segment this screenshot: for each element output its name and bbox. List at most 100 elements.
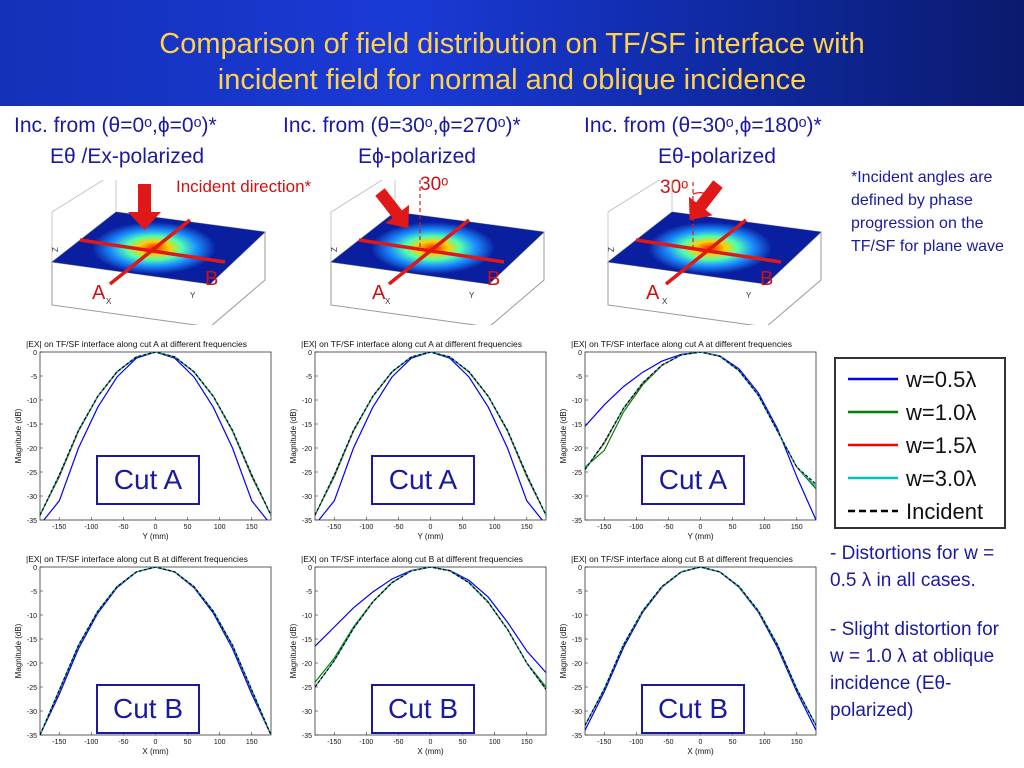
y-tick-label: -25 xyxy=(302,685,312,692)
cut-a-label-1: A xyxy=(92,282,106,304)
x-tick-label: -100 xyxy=(359,524,373,531)
note-2: - Slight distortion for w = 1.0 λ at obl… xyxy=(830,619,999,721)
y-tick-label: -20 xyxy=(27,446,37,453)
title-line-1: Comparison of field distribution on TF/S… xyxy=(159,28,865,60)
angle-label-1: 30ᵒ xyxy=(420,174,449,195)
y-tick-label: -20 xyxy=(572,661,582,668)
x-tick-label: -150 xyxy=(327,524,341,531)
x-tick-label: -50 xyxy=(663,524,673,531)
series-w=0.5λ xyxy=(315,567,546,673)
y-axis-label: Magnitude (dB) xyxy=(14,408,23,463)
y-tick-label: -30 xyxy=(572,494,582,501)
y-tick-label: -20 xyxy=(27,661,37,668)
y-tick-label: 0 xyxy=(308,565,312,572)
y-tick-label: -15 xyxy=(302,637,312,644)
x-tick-label: -50 xyxy=(393,739,403,746)
y-tick-label: -10 xyxy=(572,613,582,620)
y-tick-label: 0 xyxy=(33,350,37,357)
x-tick-label: 150 xyxy=(791,739,803,746)
footnote: *Incident angles are defined by phase pr… xyxy=(851,169,1004,255)
x-tick-label: -50 xyxy=(118,524,128,531)
x-tick-label: 150 xyxy=(521,739,533,746)
x-tick-label: 50 xyxy=(729,739,737,746)
x-tick-label: 0 xyxy=(429,524,433,531)
series-Incident xyxy=(40,567,271,735)
plane-illustrations: Z X Y Z X Y Z X Y xyxy=(50,180,823,325)
y-tick-label: -25 xyxy=(27,685,37,692)
y-axis-label: Magnitude (dB) xyxy=(559,408,568,463)
x-tick-label: -100 xyxy=(359,739,373,746)
cut-b-label-2: B xyxy=(487,268,501,290)
chart-2: |EX| on TF/SF interface along cut A at d… xyxy=(289,339,547,541)
svg-text:X: X xyxy=(662,297,668,306)
y-tick-label: -15 xyxy=(27,637,37,644)
header-oblique-phi270: Inc. from (θ=30ᵒ,ϕ=270ᵒ)* xyxy=(283,114,521,137)
chart-title: |EX| on TF/SF interface along cut B at d… xyxy=(301,554,523,564)
series-w=0.5λ xyxy=(585,567,816,731)
y-tick-label: -20 xyxy=(572,446,582,453)
legend: w=0.5λ w=1.0λ w=1.5λ w=3.0λ Incident xyxy=(834,357,1006,529)
y-tick-label: -20 xyxy=(302,661,312,668)
chart-3: |EX| on TF/SF interface along cut A at d… xyxy=(559,339,817,541)
y-tick-label: -5 xyxy=(31,589,37,596)
y-tick-label: -10 xyxy=(302,613,312,620)
x-tick-label: 150 xyxy=(246,739,258,746)
pol-phi: Eϕ-polarized xyxy=(358,145,476,168)
cut-a-label-3: A xyxy=(646,282,660,304)
legend-svg: w=0.5λ w=1.0λ w=1.5λ w=3.0λ Incident xyxy=(848,367,983,524)
incident-direction-label: Incident direction* xyxy=(176,177,312,196)
y-tick-label: -5 xyxy=(306,589,312,596)
x-tick-label: 100 xyxy=(489,524,501,531)
svg-text:Y: Y xyxy=(746,291,752,300)
x-tick-label: -50 xyxy=(393,524,403,531)
cut-box-label: Cut B xyxy=(371,684,475,734)
y-tick-label: -30 xyxy=(302,494,312,501)
angle-label-2: 30ᵒ xyxy=(660,177,689,198)
y-tick-label: -30 xyxy=(27,494,37,501)
x-tick-label: 0 xyxy=(699,524,703,531)
x-tick-label: -50 xyxy=(118,739,128,746)
y-axis-label: Magnitude (dB) xyxy=(289,623,298,678)
chart-1: |EX| on TF/SF interface along cut A at d… xyxy=(14,339,272,541)
y-tick-label: -10 xyxy=(27,613,37,620)
x-axis-label: Y (mm) xyxy=(417,532,443,541)
y-tick-label: -25 xyxy=(27,470,37,477)
series-w=0.5λ xyxy=(40,567,271,735)
x-axis-label: X (mm) xyxy=(142,747,169,756)
cut-box-label: Cut A xyxy=(96,455,200,505)
series-Incident xyxy=(585,567,816,726)
series-Incident xyxy=(585,352,816,485)
y-tick-label: -25 xyxy=(572,685,582,692)
x-tick-label: -100 xyxy=(84,739,98,746)
y-tick-label: -35 xyxy=(302,733,312,740)
series-w=0.5λ xyxy=(585,352,816,520)
y-axis-label: Magnitude (dB) xyxy=(14,623,23,678)
x-tick-label: 100 xyxy=(759,739,771,746)
plane-group-1: Z X Y xyxy=(50,180,267,325)
cut-box-label: Cut B xyxy=(96,684,200,734)
y-axis-label: Magnitude (dB) xyxy=(559,623,568,678)
y-axis-label: Y xyxy=(190,291,196,300)
y-tick-label: -5 xyxy=(31,374,37,381)
series-w=0.5λ xyxy=(43,352,268,520)
x-tick-label: 150 xyxy=(246,524,258,531)
y-tick-label: 0 xyxy=(308,350,312,357)
x-axis-label: X xyxy=(106,297,112,306)
x-axis-label: X (mm) xyxy=(687,747,714,756)
incident-arrow-oblique-1 xyxy=(375,188,410,229)
plane-group-3: Z X Y xyxy=(606,180,823,325)
y-tick-label: -30 xyxy=(572,709,582,716)
cut-b-label-1: B xyxy=(205,268,219,290)
y-tick-label: -15 xyxy=(302,422,312,429)
x-tick-label: 100 xyxy=(489,739,501,746)
x-tick-label: 100 xyxy=(759,524,771,531)
x-tick-label: -50 xyxy=(663,739,673,746)
incident-arrow-oblique-2 xyxy=(688,180,723,221)
x-tick-label: -100 xyxy=(629,524,643,531)
y-tick-label: -15 xyxy=(572,637,582,644)
legend-label: w=0.5λ xyxy=(905,367,976,392)
cut-b-label-3: B xyxy=(760,268,774,290)
x-tick-label: 50 xyxy=(459,524,467,531)
x-tick-label: 0 xyxy=(154,739,158,746)
header-oblique-phi180: Inc. from (θ=30ᵒ,ϕ=180ᵒ)* xyxy=(584,114,822,137)
